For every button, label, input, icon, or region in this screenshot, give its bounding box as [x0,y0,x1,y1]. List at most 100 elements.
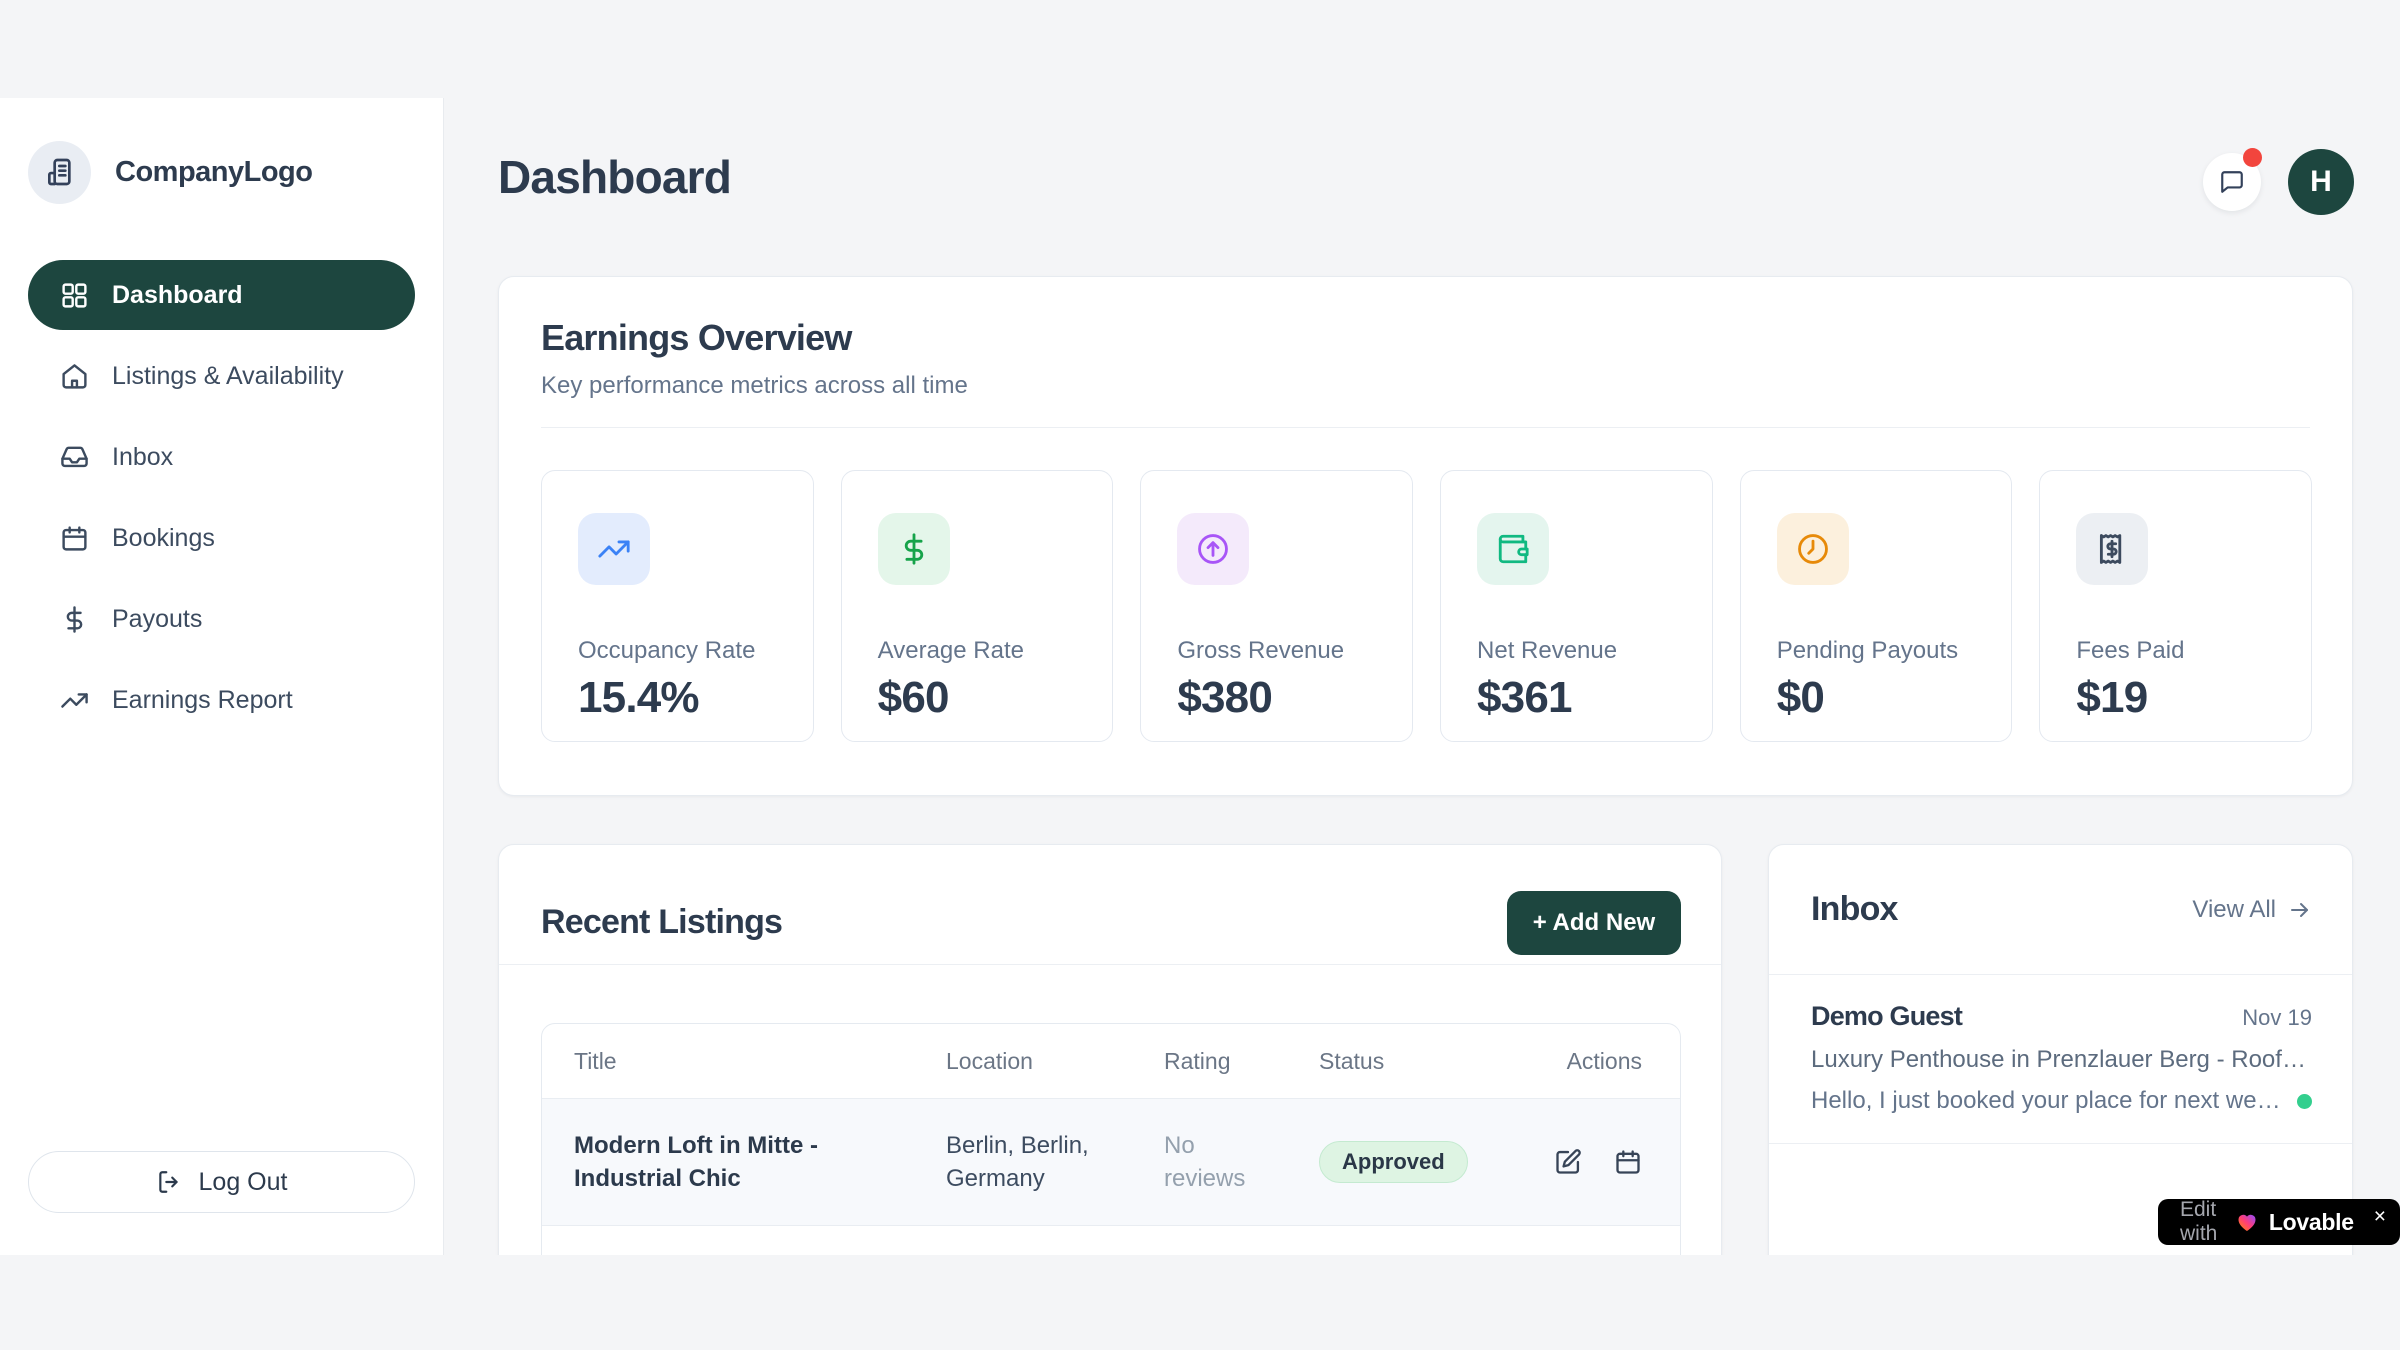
edit-icon[interactable] [1554,1148,1582,1176]
metric-value: $380 [1177,673,1273,722]
recent-listings-header: Recent Listings + Add New [499,845,1721,964]
logout-label: Log Out [198,1167,288,1196]
message-preview: Hello, I just booked your place for next… [1811,1087,2283,1114]
metric-average-rate: Average Rate $60 [840,470,1114,742]
notification-dot [2243,148,2262,167]
listing-title: Modern Loft in Mitte - Industrial Chic [574,1132,818,1192]
lovable-heart-icon [2235,1210,2259,1234]
column-header-rating: Rating [1164,1047,1231,1074]
sidebar: CompanyLogo Dashboard Listings & Availab… [0,98,444,1255]
sidebar-item-dashboard[interactable]: Dashboard [28,260,415,330]
message-sender: Demo Guest [1811,1001,1963,1031]
dollar-icon [60,605,89,634]
chat-bubble-icon [2219,169,2245,195]
arrow-right-icon [2288,898,2312,922]
sidebar-item-label: Listings & Availability [112,361,344,390]
listings-table: Title Location Rating Status Actions Mod… [541,1023,1681,1255]
trending-up-icon [60,686,89,715]
sidebar-item-listings[interactable]: Listings & Availability [28,341,415,411]
logout-icon [156,1169,182,1195]
calendar-icon [60,524,89,553]
view-all-link[interactable]: View All [2192,896,2312,924]
grid-icon [60,281,89,310]
message-date: Nov 19 [2242,1005,2312,1030]
message-preview-row: Hello, I just booked your place for next… [1811,1087,2312,1115]
recent-listings-title: Recent Listings [541,903,783,941]
sidebar-item-payouts[interactable]: Payouts [28,584,415,654]
clock-icon [1776,513,1849,585]
column-header-title: Title [574,1047,617,1074]
listing-location: Berlin, Berlin, Germany [946,1132,1089,1192]
app-window: CompanyLogo Dashboard Listings & Availab… [0,98,2400,1255]
unread-dot [2297,1093,2312,1109]
logo: CompanyLogo [28,140,415,204]
inbox-message[interactable]: Demo Guest Nov 19 Luxury Penthouse in Pr… [1769,975,2352,1144]
logout-button[interactable]: Log Out [28,1151,415,1213]
metric-net-revenue: Net Revenue $361 [1440,470,1713,742]
inbox-card: Inbox View All Demo Guest Nov 19 Luxury … [1768,844,2353,1255]
receipt-icon [2076,513,2149,585]
metric-label: Gross Revenue [1177,637,1345,664]
column-header-location: Location [946,1047,1033,1074]
circle-arrow-up-icon [1177,513,1250,585]
add-new-button[interactable]: + Add New [1507,890,1681,955]
trending-up-icon [578,513,650,585]
table-row[interactable]: Modern Loft in Mitte - Industrial Chic B… [542,1098,1680,1225]
metric-gross-revenue: Gross Revenue $380 [1140,470,1414,742]
lovable-brand: Lovable [2268,1208,2354,1235]
listing-actions [1534,1148,1642,1176]
view-all-label: View All [2192,895,2276,923]
listing-status-cell: Approved [1319,1141,1534,1183]
home-icon [60,362,89,391]
table-header-row: Title Location Rating Status Actions [542,1024,1680,1098]
metric-occupancy-rate: Occupancy Rate 15.4% [541,470,814,742]
building-icon [44,156,76,188]
metric-value: $361 [1477,673,1572,722]
earnings-title: Earnings Overview [541,317,852,358]
metric-value: $60 [877,673,950,722]
column-header-status: Status [1319,1047,1385,1074]
sidebar-item-label: Earnings Report [112,685,293,714]
company-logo-text: CompanyLogo [115,155,313,188]
edit-with-lovable-badge[interactable]: Edit with Lovable × [2158,1198,2400,1245]
divider [499,964,1721,965]
sidebar-item-inbox[interactable]: Inbox [28,422,415,492]
table-row-partial [542,1225,1680,1255]
metric-label: Fees Paid [2076,637,2185,664]
dollar-icon [877,513,950,585]
metric-label: Average Rate [877,637,1024,664]
metric-label: Net Revenue [1477,637,1618,664]
status-badge: Approved [1319,1141,1468,1183]
inbox-header: Inbox View All [1769,845,2352,975]
metric-tiles: Occupancy Rate 15.4% Average Rate $60 Gr… [499,428,2352,742]
close-icon[interactable]: × [2373,1204,2386,1228]
recent-listings-card: Recent Listings + Add New Title Location… [498,844,1722,1255]
metric-value: 15.4% [578,673,700,722]
sidebar-item-label: Inbox [112,442,174,471]
sidebar-item-bookings[interactable]: Bookings [28,503,415,573]
metric-label: Pending Payouts [1776,637,1959,664]
divider [541,427,2310,428]
sidebar-item-label: Payouts [112,604,203,633]
wallet-icon [1477,513,1550,585]
metric-label: Occupancy Rate [578,637,756,664]
user-avatar[interactable]: H [2288,149,2354,215]
earnings-overview-card: Earnings Overview Key performance metric… [498,276,2353,796]
earnings-subtitle: Key performance metrics across all time [541,372,968,399]
message-subject: Luxury Penthouse in Prenzlauer Berg - Ro… [1811,1046,2312,1073]
column-header-actions: Actions [1566,1047,1642,1074]
sidebar-item-label: Bookings [112,523,215,552]
lovable-prefix: Edit with [2180,1198,2218,1245]
inbox-icon [60,443,89,472]
sidebar-item-label: Dashboard [112,280,243,309]
inbox-title: Inbox [1811,890,1898,928]
metric-fees-paid: Fees Paid $19 [2039,470,2313,742]
message-top-row: Demo Guest Nov 19 [1811,1001,2312,1032]
metric-value: $0 [1776,673,1825,722]
earnings-header: Earnings Overview Key performance metric… [499,277,2352,428]
company-logo-avatar [28,140,91,204]
sidebar-item-earnings-report[interactable]: Earnings Report [28,665,415,735]
calendar-icon[interactable] [1614,1148,1642,1176]
metric-value: $19 [2076,673,2148,722]
sidebar-nav: Dashboard Listings & Availability Inbox … [28,260,415,735]
